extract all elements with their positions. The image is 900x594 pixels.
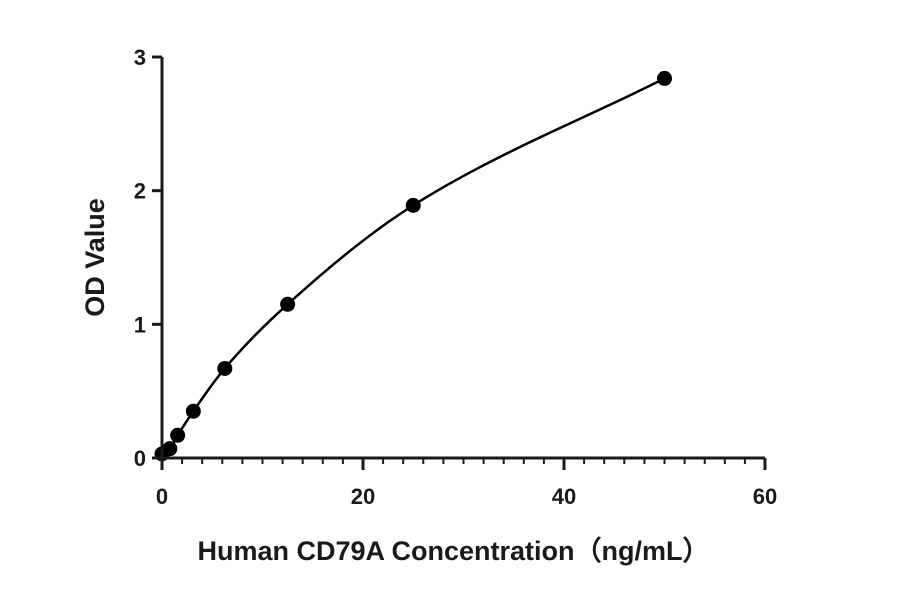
x-tick-label: 40 — [552, 484, 576, 509]
y-axis-title: OD Value — [80, 198, 110, 317]
x-tick-label: 20 — [351, 484, 375, 509]
x-axis: 0 20 40 60 — [156, 456, 777, 509]
x-tick-label: 60 — [753, 484, 777, 509]
data-point — [217, 360, 233, 376]
y-tick-label: 2 — [134, 179, 146, 204]
data-point — [657, 70, 672, 86]
y-tick-label: 3 — [134, 45, 146, 70]
data-point — [170, 427, 186, 443]
plot-area — [154, 70, 672, 462]
data-point — [185, 403, 201, 419]
data-point — [162, 441, 178, 457]
y-tick-label: 1 — [134, 312, 146, 337]
y-tick-label: 0 — [134, 446, 146, 471]
y-axis: 0 1 2 3 — [134, 45, 164, 471]
data-point — [280, 296, 296, 312]
x-tick-label: 0 — [156, 484, 168, 509]
x-axis-title: Human CD79A Concentration（ng/mL） — [197, 536, 709, 566]
data-point — [405, 197, 421, 213]
fit-curve — [161, 77, 666, 456]
